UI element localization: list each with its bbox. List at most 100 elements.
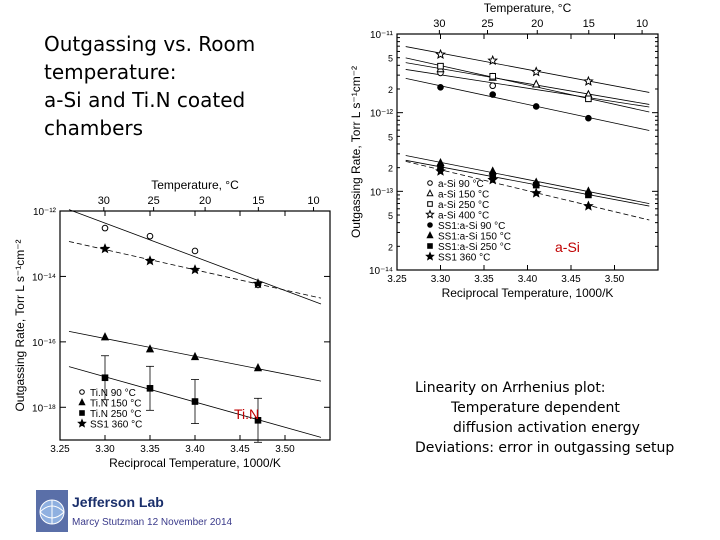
series-1: [100, 332, 263, 372]
top-tick-label: 25: [481, 18, 493, 30]
data-point: [427, 180, 433, 186]
legend-label: SS1:a-Si 90 °C: [438, 221, 505, 232]
data-point: [532, 181, 540, 189]
data-point: [425, 251, 435, 261]
title-line: temperature:: [44, 60, 177, 84]
legend-label: Ti.N 90 °C: [90, 388, 136, 399]
data-point: [437, 62, 444, 70]
fit-line: [405, 57, 650, 113]
slide-title: Outgassing vs. Room temperature: a-Si an…: [44, 30, 304, 142]
y-minor-label: 2: [388, 85, 393, 95]
data-point: [190, 351, 200, 361]
top-tick-label: 30: [433, 18, 445, 30]
legend-label: a-Si 90 °C: [438, 179, 484, 190]
data-point: [191, 398, 199, 405]
data-point: [79, 389, 85, 395]
y-minor-label: 2: [388, 164, 393, 174]
legend-label: SS1:a-Si 250 °C: [438, 242, 511, 253]
title-line: a-Si and Ti.N coated: [44, 88, 246, 112]
y-tick-label: 10⁻¹¹: [370, 30, 394, 41]
x-axis-label: Reciprocal Temperature, 1000/K: [442, 286, 614, 300]
y-tick-label: 10⁻¹⁶: [32, 338, 56, 349]
data-point: [144, 255, 156, 266]
jefferson-lab-logo-icon: [36, 490, 68, 532]
data-point: [530, 187, 542, 198]
top-tick-label: 25: [147, 195, 159, 207]
y-tick-label: 10⁻¹⁴: [369, 266, 393, 277]
data-point: [78, 398, 86, 406]
x-tick-label: 3.35: [474, 274, 494, 285]
x-tick-label: 3.30: [95, 444, 115, 455]
data-point: [489, 91, 496, 98]
title-line: chambers: [44, 116, 144, 140]
legend-label: a-Si 250 °C: [438, 200, 489, 211]
y-axis-label: Outgassing Rate, Torr L s⁻¹cm⁻²: [13, 239, 27, 411]
x-tick-label: 3.40: [518, 274, 538, 285]
data-point: [426, 189, 434, 197]
y-tick-label: 10⁻¹²: [370, 109, 394, 120]
data-point: [487, 174, 499, 185]
series-2: [437, 62, 592, 103]
data-point: [191, 247, 199, 255]
top-tick-label: 20: [531, 18, 543, 30]
legend-label: a-Si 400 °C: [438, 211, 489, 222]
fit-line: [405, 62, 650, 105]
data-point: [583, 200, 594, 211]
panel-label: Ti.N: [234, 406, 259, 422]
legend-label: SS1 360 °C: [90, 420, 142, 431]
fit-line: [405, 155, 650, 204]
data-point: [583, 75, 594, 86]
y-tick-label: 10⁻¹³: [370, 187, 394, 198]
data-point: [585, 191, 592, 199]
x-tick-label: 3.50: [275, 444, 295, 455]
series-7: [435, 165, 594, 211]
y-tick-label: 10⁻¹²: [33, 207, 57, 218]
panel-label: a-Si: [555, 239, 580, 255]
data-point: [252, 278, 264, 289]
legend-label: Ti.N 250 °C: [90, 409, 141, 420]
legend-label: SS1 360 °C: [438, 253, 490, 264]
series-4: [437, 84, 592, 122]
legend-label: SS1:a-Si 150 °C: [438, 232, 511, 243]
x-axis-label: Reciprocal Temperature, 1000/K: [109, 456, 281, 470]
data-point: [427, 201, 433, 207]
top-tick-label: 20: [199, 195, 211, 207]
data-point: [435, 165, 446, 176]
top-tick-label: 10: [636, 18, 648, 30]
data-point: [79, 410, 85, 416]
data-point: [101, 224, 109, 232]
footer-brand: Jefferson Lab: [72, 494, 164, 510]
notes-line-temperature: Temperature dependent: [451, 400, 620, 416]
tin-figure: 3.25 3.30 3.35 3.40 3.45 3.50 Reciprocal Tempe…: [12, 175, 342, 477]
data-point: [487, 54, 499, 66]
top-tick-label: 10: [307, 195, 319, 207]
data-point: [189, 264, 201, 275]
fit-line: [68, 209, 322, 305]
y-minor-label: 5: [388, 132, 393, 142]
legend-label: Ti.N 150 °C: [90, 399, 141, 410]
y-minor-label: 5: [388, 211, 393, 221]
data-point: [585, 114, 592, 122]
notes-line-deviations: Deviations: error in outgassing setup: [415, 440, 675, 456]
y-tick-label: 10⁻¹⁸: [32, 403, 56, 414]
data-point: [532, 79, 541, 88]
top-tick-label: 15: [583, 18, 595, 30]
data-point: [489, 82, 496, 90]
x-tick-label: 3.45: [230, 444, 250, 455]
data-point: [145, 344, 155, 353]
legend-label: a-Si 150 °C: [438, 190, 489, 201]
fit-line: [405, 77, 650, 131]
data-point: [254, 417, 262, 424]
data-point: [489, 72, 496, 80]
y-minor-label: 5: [388, 54, 393, 64]
x-tick-label: 3.25: [50, 444, 70, 455]
data-point: [77, 418, 87, 428]
x-tick-label: 3.35: [140, 444, 160, 455]
y-tick-label: 10⁻¹⁴: [32, 272, 56, 283]
data-points: [435, 48, 594, 211]
data-point: [146, 232, 154, 240]
top-tick-label: 15: [252, 195, 264, 207]
data-point: [99, 243, 111, 254]
y-axis-label: Outgassing Rate, Torr L s⁻¹cm⁻²: [349, 66, 363, 238]
